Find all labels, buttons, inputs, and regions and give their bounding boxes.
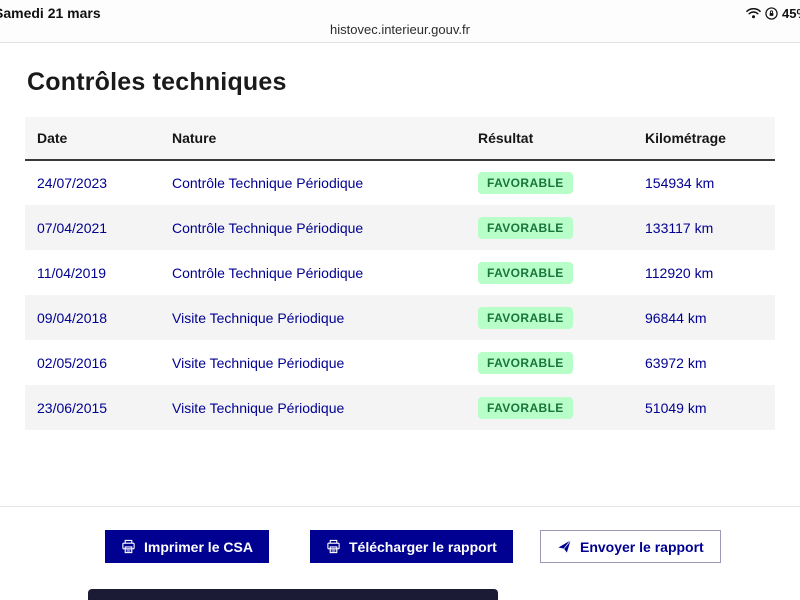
- table-row: 11/04/2019 Contrôle Technique Périodique…: [25, 250, 775, 295]
- battery-percentage: 45%: [782, 5, 800, 21]
- status-icons: 45%: [746, 4, 800, 22]
- cell-nature: Visite Technique Périodique: [172, 354, 345, 371]
- status-badge: FAVORABLE: [478, 261, 573, 284]
- download-report-button[interactable]: Télécharger le rapport: [310, 530, 513, 563]
- print-csa-button[interactable]: Imprimer le CSA: [105, 530, 269, 563]
- cell-resultat: FAVORABLE: [466, 250, 633, 295]
- printer-icon: [121, 539, 136, 554]
- status-badge: FAVORABLE: [478, 351, 573, 374]
- status-date: Samedi 21 mars: [0, 5, 101, 21]
- send-icon: [557, 539, 572, 554]
- table-row: 07/04/2021 Contrôle Technique Périodique…: [25, 205, 775, 250]
- cell-nature: Contrôle Technique Périodique: [172, 175, 364, 191]
- cell-kilometrage: 96844 km: [645, 309, 707, 326]
- print-csa-label: Imprimer le CSA: [144, 538, 253, 555]
- cell-resultat: FAVORABLE: [466, 340, 633, 385]
- cell-kilometrage: 51049 km: [645, 399, 707, 416]
- cell-nature: Contrôle Technique Périodique: [172, 219, 364, 236]
- cell-date: 11/04/2019: [37, 264, 107, 281]
- browser-status-bar: Samedi 21 mars 45% histovec.interieur.go…: [0, 0, 800, 43]
- page-title: Contrôles techniques: [27, 68, 287, 96]
- cell-nature: Visite Technique Périodique: [172, 399, 345, 416]
- cell-nature: Contrôle Technique Périodique: [172, 264, 364, 281]
- wifi-icon: [746, 7, 761, 19]
- printer-icon: [326, 539, 341, 554]
- column-header-resultat: Résultat: [466, 117, 633, 161]
- status-badge: FAVORABLE: [478, 396, 573, 419]
- table-row: 09/04/2018 Visite Technique Périodique F…: [25, 295, 775, 340]
- cell-date: 02/05/2016: [37, 354, 108, 371]
- column-header-date: Date: [25, 117, 160, 161]
- cell-resultat: FAVORABLE: [466, 385, 633, 430]
- cell-resultat: FAVORABLE: [466, 295, 633, 340]
- status-badge: FAVORABLE: [478, 172, 573, 194]
- status-badge: FAVORABLE: [478, 216, 573, 239]
- table-header-row: Date Nature Résultat Kilométrage: [25, 117, 775, 161]
- cell-date: 09/04/2018: [37, 309, 108, 326]
- column-header-kilometrage: Kilométrage: [633, 117, 775, 161]
- table-row: 02/05/2016 Visite Technique Périodique F…: [25, 340, 775, 385]
- status-badge: FAVORABLE: [478, 306, 573, 329]
- orientation-lock-icon: [765, 6, 778, 20]
- cell-resultat: FAVORABLE: [466, 205, 633, 250]
- send-report-label: Envoyer le rapport: [580, 538, 704, 555]
- send-report-button[interactable]: Envoyer le rapport: [540, 530, 721, 563]
- home-indicator-bar[interactable]: [88, 589, 498, 600]
- cell-kilometrage: 112920 km: [645, 264, 714, 281]
- cell-date: 07/04/2021: [37, 219, 108, 236]
- table-row: 24/07/2023 Contrôle Technique Périodique…: [25, 160, 775, 205]
- cell-nature: Visite Technique Périodique: [172, 309, 345, 326]
- cell-date: 24/07/2023: [37, 175, 108, 191]
- cell-resultat: FAVORABLE: [466, 160, 633, 205]
- inspections-table: Date Nature Résultat Kilométrage 24/07/2…: [25, 117, 775, 430]
- cell-kilometrage: 133117 km: [645, 219, 714, 236]
- url-bar[interactable]: histovec.interieur.gouv.fr: [330, 22, 470, 37]
- column-header-nature: Nature: [160, 117, 466, 161]
- cell-date: 23/06/2015: [37, 399, 108, 416]
- download-report-label: Télécharger le rapport: [349, 538, 497, 555]
- table-row: 23/06/2015 Visite Technique Périodique F…: [25, 385, 775, 430]
- inspection-table-body: 24/07/2023 Contrôle Technique Périodique…: [25, 160, 775, 430]
- cell-kilometrage: 63972 km: [645, 354, 707, 371]
- cell-kilometrage: 154934 km: [645, 175, 715, 191]
- content-divider: [0, 506, 800, 507]
